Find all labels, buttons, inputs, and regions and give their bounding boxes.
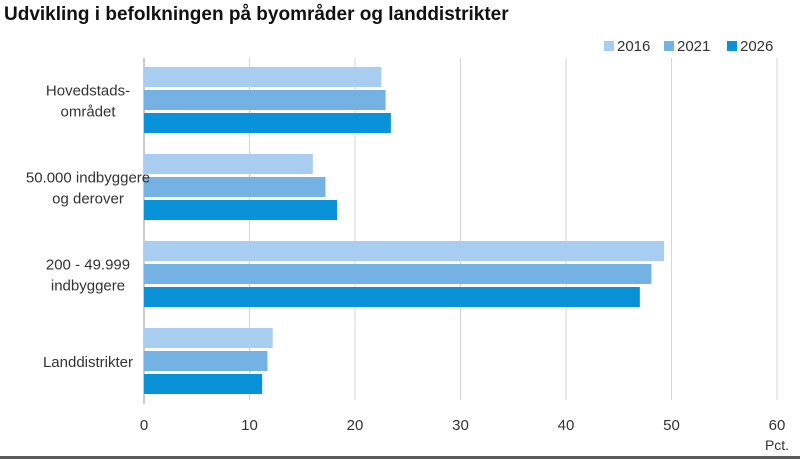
legend-swatch-2021 [664,41,674,51]
bar-2021-0 [144,90,386,110]
bar-2026-0 [144,113,391,133]
x-tick-label: 30 [452,417,469,434]
category-label: Hovedstads- [46,83,130,100]
x-unit-label: Pct. [765,437,789,453]
category-label: 200 - 49.999 [46,257,130,274]
legend-label-2021: 2021 [677,38,710,55]
category-label: Landdistrikter [43,354,133,371]
bottom-divider [0,456,800,459]
bar-2021-2 [144,264,652,284]
category-label: indbyggere [51,278,125,295]
legend-label-2026: 2026 [740,38,773,55]
bar-2016-2 [144,241,665,261]
x-tick-label: 10 [241,417,258,434]
bar-2016-1 [144,154,313,174]
bar-2021-3 [144,351,268,371]
bar-2026-2 [144,287,640,307]
bar-2026-3 [144,374,263,394]
legend-label-2016: 2016 [617,38,650,55]
bar-2026-1 [144,200,338,220]
category-label: 50.000 indbyggere [26,170,150,187]
category-label: området [60,104,116,121]
x-tick-label: 20 [347,417,364,434]
bar-2021-1 [144,177,326,197]
x-tick-label: 0 [140,417,148,434]
x-tick-label: 40 [558,417,575,434]
bar-2016-0 [144,67,382,87]
chart-title: Udvikling i befolkningen på byområder og… [4,4,509,25]
legend-swatch-2016 [604,41,614,51]
category-label: og derover [52,191,124,208]
bar-2016-3 [144,328,273,348]
legend-swatch-2026 [727,41,737,51]
x-tick-label: 60 [769,417,786,434]
x-tick-label: 50 [663,417,680,434]
